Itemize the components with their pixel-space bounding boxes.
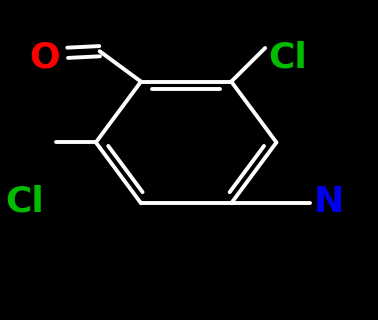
Text: N: N — [314, 185, 344, 219]
Text: O: O — [30, 41, 60, 75]
Text: Cl: Cl — [5, 185, 44, 219]
Text: Cl: Cl — [268, 41, 307, 75]
